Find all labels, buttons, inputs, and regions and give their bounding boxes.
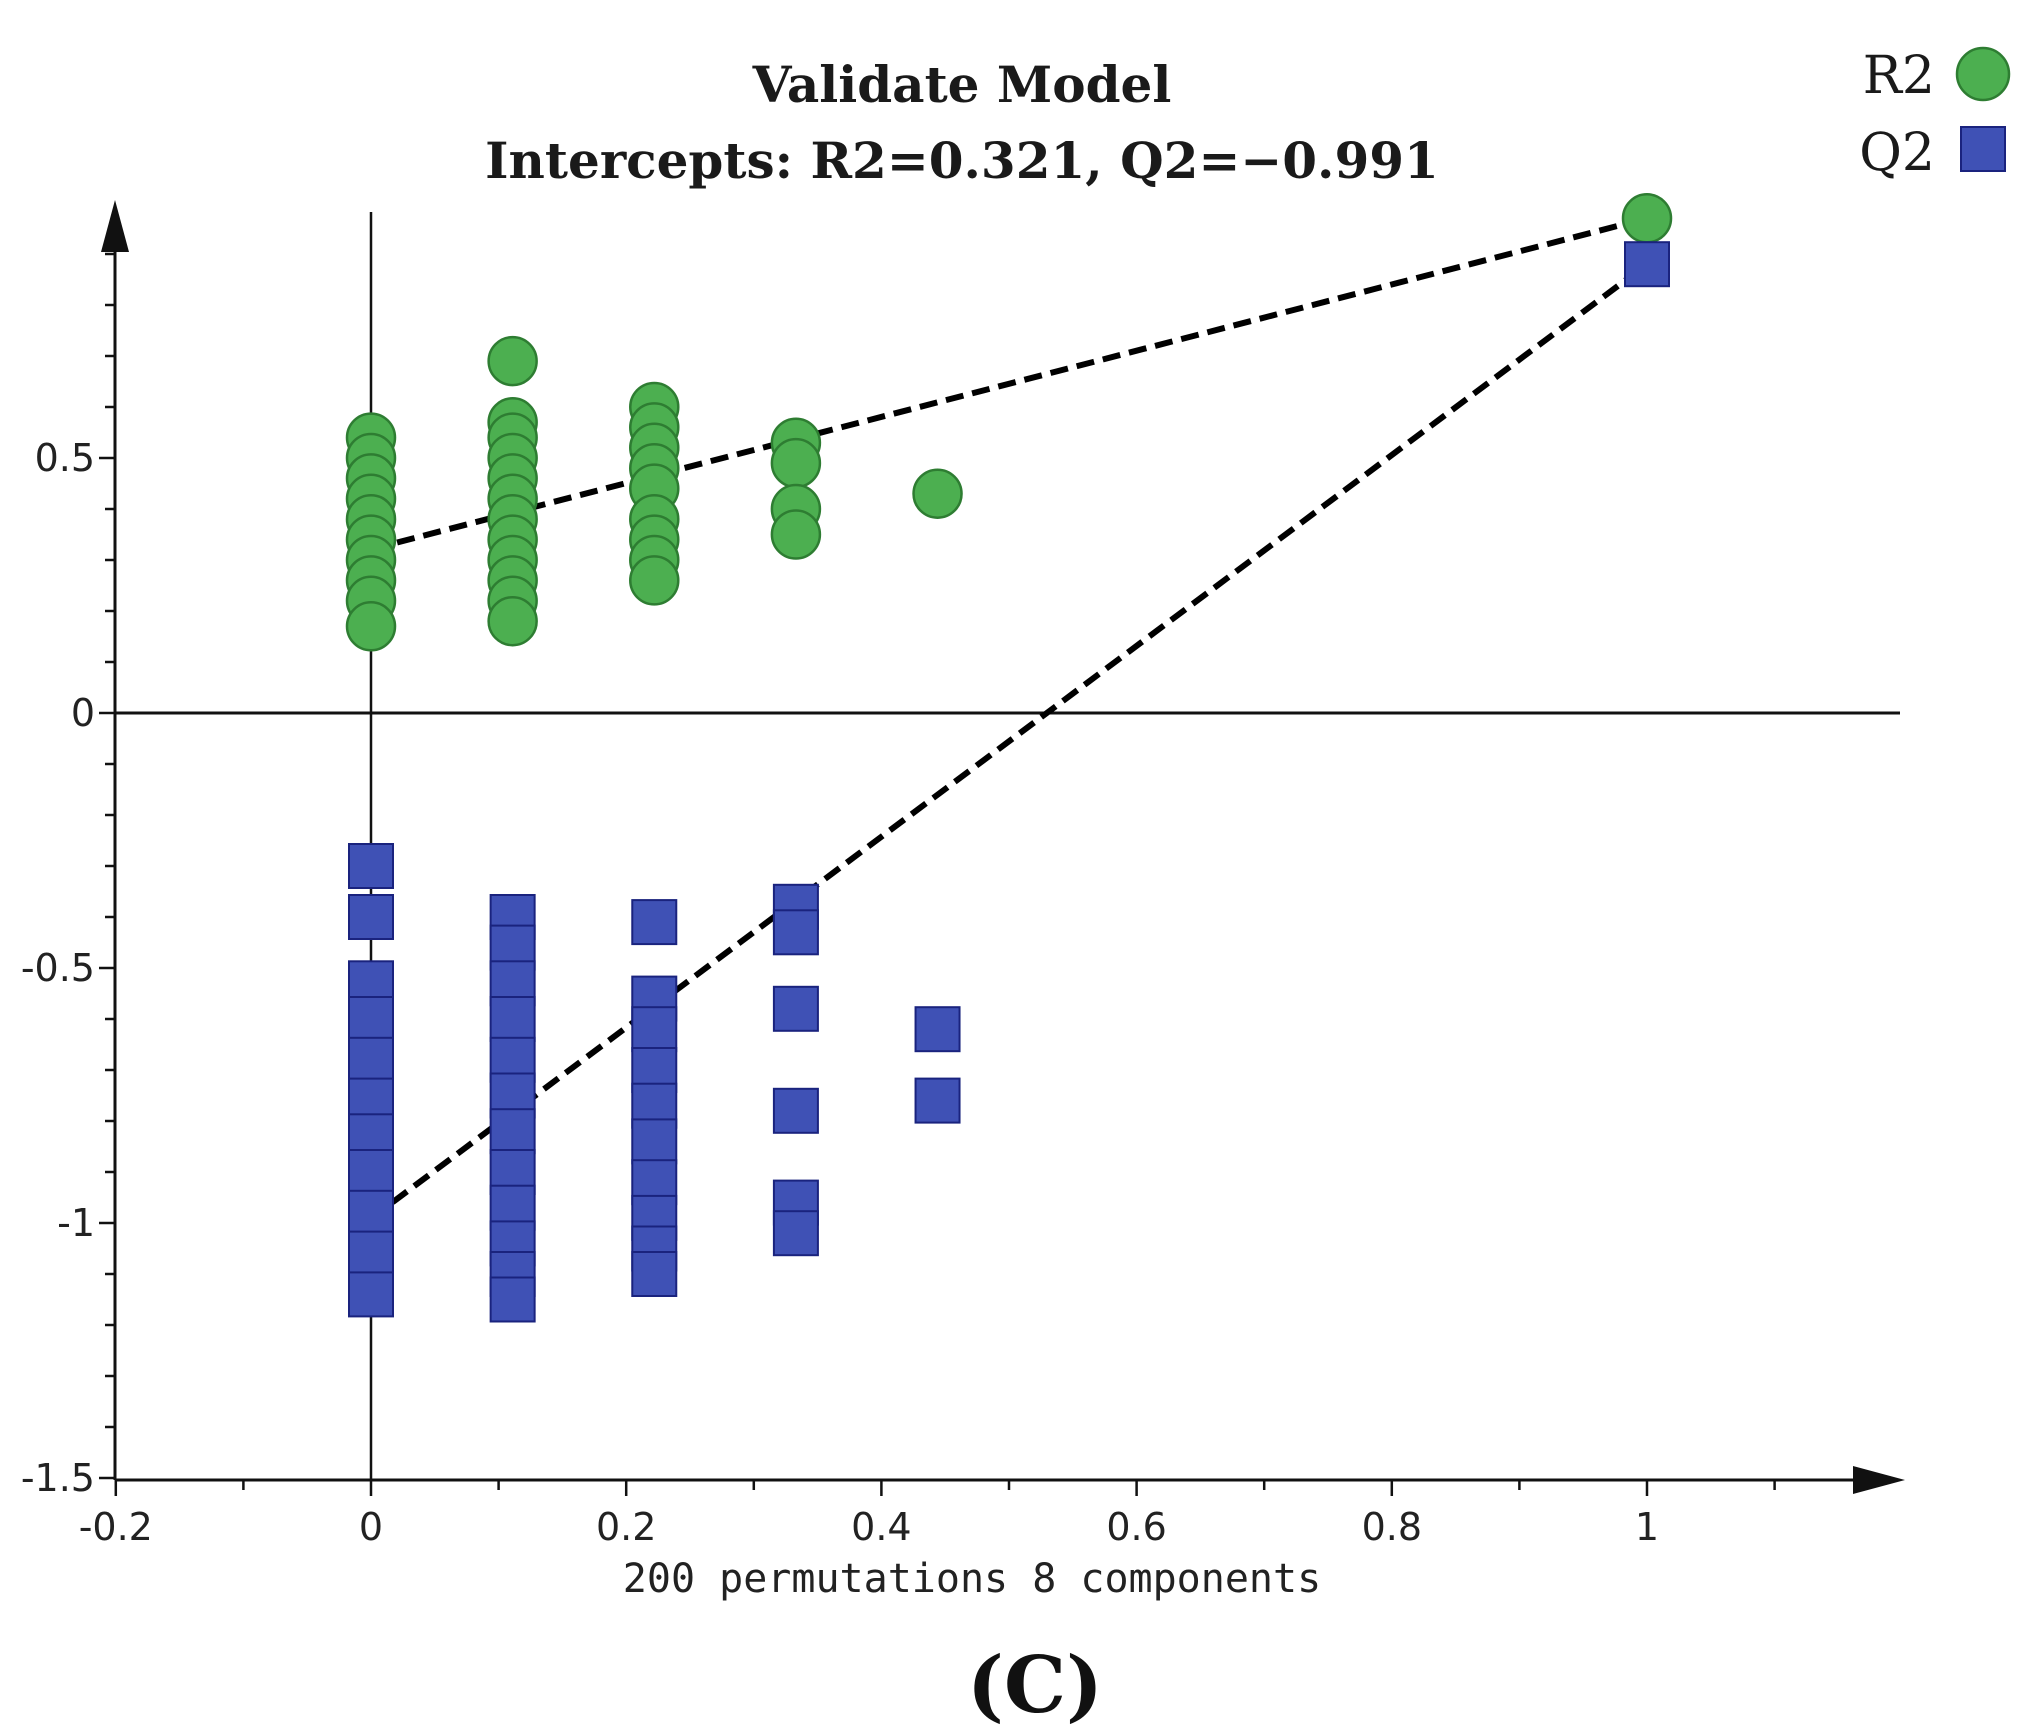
y-tick-label: -0.5 xyxy=(21,946,95,990)
x-tick-label: 1 xyxy=(1635,1505,1659,1549)
q2-point xyxy=(348,894,394,940)
y-tick-label: 0 xyxy=(71,691,95,735)
q2-point xyxy=(772,1210,819,1257)
q2-point xyxy=(631,899,678,946)
y-tick-label: 0.5 xyxy=(35,436,95,480)
q2-point xyxy=(348,1230,394,1277)
regression-line-q2 xyxy=(369,261,1649,1221)
y-tick-label: -1.5 xyxy=(21,1456,95,1500)
legend-r2-circle-icon xyxy=(1955,46,2011,102)
q2-point xyxy=(348,1149,394,1195)
y-tick-label: -1 xyxy=(57,1201,95,1245)
legend-label-q2: Q2 xyxy=(1859,123,1935,183)
q2-point xyxy=(348,1036,394,1083)
q2-point xyxy=(489,996,536,1042)
x-axis-arrow-icon xyxy=(1853,1466,1905,1494)
r2-point xyxy=(770,509,822,560)
regression-lines xyxy=(369,215,1649,1221)
q2-point xyxy=(772,1087,819,1134)
legend-label-r2: R2 xyxy=(1863,46,1935,106)
x-tick-label: 0 xyxy=(359,1505,383,1549)
x-tick-label: 0.8 xyxy=(1362,1505,1422,1549)
x-tick-label: 0.6 xyxy=(1106,1505,1166,1549)
q2-point xyxy=(631,1006,678,1053)
x-tick-label: 0.2 xyxy=(596,1505,656,1549)
q2-point xyxy=(348,1189,394,1236)
q2-point xyxy=(348,996,394,1042)
legend-q2-square-icon xyxy=(1960,126,2006,172)
r2-point xyxy=(487,335,538,387)
r2-point xyxy=(629,555,680,606)
q2-point xyxy=(489,1108,536,1155)
q2-point xyxy=(348,1271,394,1318)
q2-point xyxy=(631,1251,678,1297)
y-axis-arrow-icon xyxy=(101,200,129,252)
x-tick-label: -0.2 xyxy=(79,1505,153,1549)
regression-line-r2 xyxy=(370,215,1648,553)
x-axis-label: 200 permutations 8 components xyxy=(623,1556,1321,1602)
data-points xyxy=(345,193,1673,1323)
r2-point xyxy=(912,468,963,519)
r2-point xyxy=(770,437,822,489)
q2-point xyxy=(489,1276,536,1323)
q2-point xyxy=(914,1006,961,1053)
q2-point xyxy=(772,909,819,956)
x-tick-label: 0.4 xyxy=(851,1505,911,1549)
series-q2 xyxy=(348,241,1670,1323)
q2-point xyxy=(1624,241,1670,288)
q2-point xyxy=(631,1118,678,1165)
q2-point xyxy=(914,1077,961,1124)
q2-point xyxy=(348,843,394,889)
r2-point xyxy=(487,595,538,647)
series-r2 xyxy=(345,193,1673,652)
legend: R2 Q2 xyxy=(1859,46,2011,183)
r2-point xyxy=(1621,193,1673,244)
q2-point xyxy=(772,985,819,1032)
ticks: -0.2 0 0.2 0.4 0.6 0.8 1 -1.5 -1 -0.5 0 0.5 xyxy=(21,252,1776,1549)
figure-caption: (C) xyxy=(967,1640,1103,1728)
chart-title: Validate Model xyxy=(752,55,1172,114)
chart-subtitle: Intercepts: R2=0.321, Q2=−0.991 xyxy=(485,131,1439,190)
r2-point xyxy=(345,601,397,652)
